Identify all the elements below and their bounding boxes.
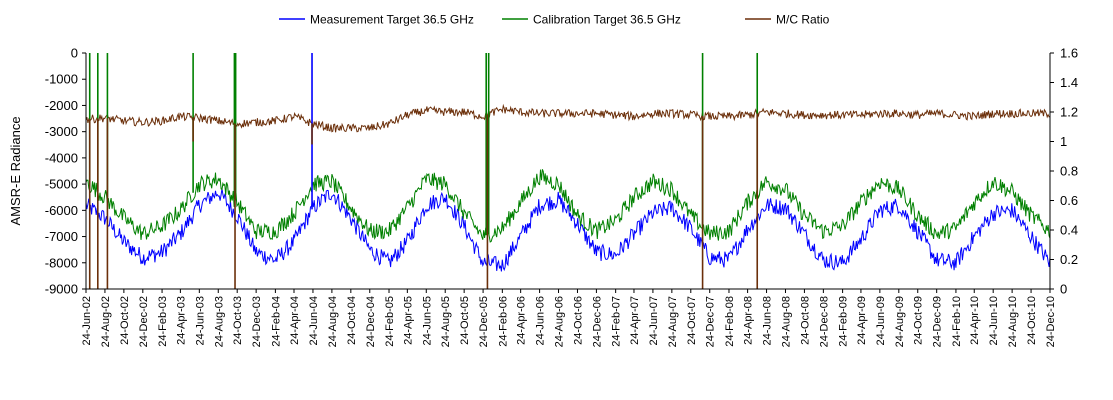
x-tick-label: 24-Dec-10 (1045, 296, 1057, 347)
x-tick-label: 24-Jun-02 (81, 296, 93, 346)
x-tick-label: 24-Aug-03 (213, 296, 225, 347)
x-tick-label: 24-Apr-05 (402, 296, 414, 345)
x-tick-label: 24-Oct-04 (346, 296, 358, 345)
x-tick-label: 24-Feb-06 (497, 296, 509, 347)
y2-tick-label: 1.2 (1060, 105, 1078, 120)
x-tick-label: 24-Jun-07 (648, 296, 660, 346)
x-tick-label: 24-Apr-04 (289, 296, 301, 345)
x-tick-label: 24-Dec-07 (705, 296, 717, 347)
legend-item-0: Measurement Target 36.5 GHz (279, 13, 474, 27)
x-tick-label: 24-Jun-06 (535, 296, 547, 346)
x-tick-label: 24-Dec-05 (478, 296, 490, 347)
y-tick-label: -1000 (45, 72, 78, 87)
legend-label: M/C Ratio (776, 13, 830, 27)
x-tick-label: 24-Apr-03 (175, 296, 187, 345)
x-tick-label: 24-Oct-09 (913, 296, 925, 345)
x-tick-label: 24-Apr-07 (629, 296, 641, 345)
x-tick-label: 24-Oct-08 (799, 296, 811, 345)
x-tick-label: 24-Apr-08 (743, 296, 755, 345)
x-tick-label: 24-Jun-04 (308, 296, 320, 346)
plot-lines (85, 53, 1051, 289)
x-tick-label: 24-Dec-02 (138, 296, 150, 347)
legend-item-2: M/C Ratio (745, 13, 830, 27)
legend-item-1: Calibration Target 36.5 GHz (502, 13, 681, 27)
x-tick-label: 24-Oct-05 (459, 296, 471, 345)
x-tick-label: 24-Dec-08 (818, 296, 830, 347)
axes: 0 -1000 -2000 -3000 -4000 -5000 -6000 -7000 -800… (45, 46, 1078, 348)
y-tick-label: -6000 (45, 203, 78, 218)
x-tick-label: 24-Oct-06 (572, 296, 584, 345)
y2-tick-label: 0.8 (1060, 164, 1078, 179)
y2-tick-label: 0.4 (1060, 223, 1078, 238)
y-tick-label: -9000 (45, 282, 78, 297)
x-tick-label: 24-Jun-09 (875, 296, 887, 346)
x-tick-label: 24-Jun-10 (988, 296, 1000, 346)
y2-tick-label: 1.4 (1060, 75, 1078, 90)
series-line-2 (85, 103, 1051, 133)
y-tick-label: -8000 (45, 255, 78, 270)
x-tick-label: 24-Aug-08 (780, 296, 792, 347)
y-tick-label: -3000 (45, 124, 78, 139)
x-tick-label: 24-Feb-03 (157, 296, 169, 347)
legend-label: Calibration Target 36.5 GHz (533, 13, 681, 27)
x-tick-label: 24-Feb-09 (838, 296, 850, 347)
x-tick-label: 24-Apr-06 (516, 296, 528, 345)
y-tick-label: 0 (71, 46, 78, 61)
y-tick-label: -5000 (45, 177, 78, 192)
y-axis-title: AMSR-E Radiance (8, 116, 23, 225)
y-tick-label: -4000 (45, 150, 78, 165)
series-line-0 (85, 188, 1051, 272)
x-tick-label: 24-Apr-10 (969, 296, 981, 345)
y2-tick-label: 1.6 (1060, 46, 1078, 61)
x-tick-label: 24-Feb-05 (384, 296, 396, 347)
x-tick-label: 24-Aug-02 (100, 296, 112, 347)
legend-label: Measurement Target 36.5 GHz (310, 13, 474, 27)
x-tick-label: 24-Oct-07 (686, 296, 698, 345)
x-tick-label: 24-Aug-06 (554, 296, 566, 347)
y-tick-label: -2000 (45, 98, 78, 113)
x-tick-label: 24-Aug-05 (440, 296, 452, 347)
x-tick-label: 24-Jun-03 (194, 296, 206, 346)
x-tick-label: 24-Feb-04 (270, 296, 282, 347)
y2-tick-label: 1 (1060, 134, 1067, 149)
x-tick-label: 24-Dec-06 (591, 296, 603, 347)
x-tick-label: 24-Apr-09 (856, 296, 868, 345)
x-tick-label: 24-Dec-04 (365, 296, 377, 347)
x-tick-label: 24-Aug-10 (1007, 296, 1019, 347)
y2-tick-label: 0.2 (1060, 252, 1078, 267)
x-tick-label: 24-Dec-03 (251, 296, 263, 347)
x-tick-label: 24-Aug-04 (327, 296, 339, 347)
x-tick-label: 24-Feb-10 (951, 296, 963, 347)
x-tick-label: 24-Dec-09 (932, 296, 944, 347)
x-tick-label: 24-Oct-10 (1026, 296, 1038, 345)
series-line-1 (85, 169, 1051, 243)
x-tick-label: 24-Feb-07 (611, 296, 623, 347)
y2-tick-label: 0.6 (1060, 193, 1078, 208)
y2-tick-label: 0 (1060, 282, 1067, 297)
x-tick-label: 24-Oct-03 (232, 296, 244, 345)
x-tick-label: 24-Aug-07 (667, 296, 679, 347)
x-tick-label: 24-Jun-08 (762, 296, 774, 346)
y-tick-label: -7000 (45, 229, 78, 244)
x-tick-label: 24-Jun-05 (421, 296, 433, 346)
x-tick-label: 24-Aug-09 (894, 296, 906, 347)
legend: Measurement Target 36.5 GHz Calibration T… (279, 13, 830, 27)
x-tick-label: 24-Feb-08 (724, 296, 736, 347)
x-tick-label: 24-Oct-02 (119, 296, 131, 345)
